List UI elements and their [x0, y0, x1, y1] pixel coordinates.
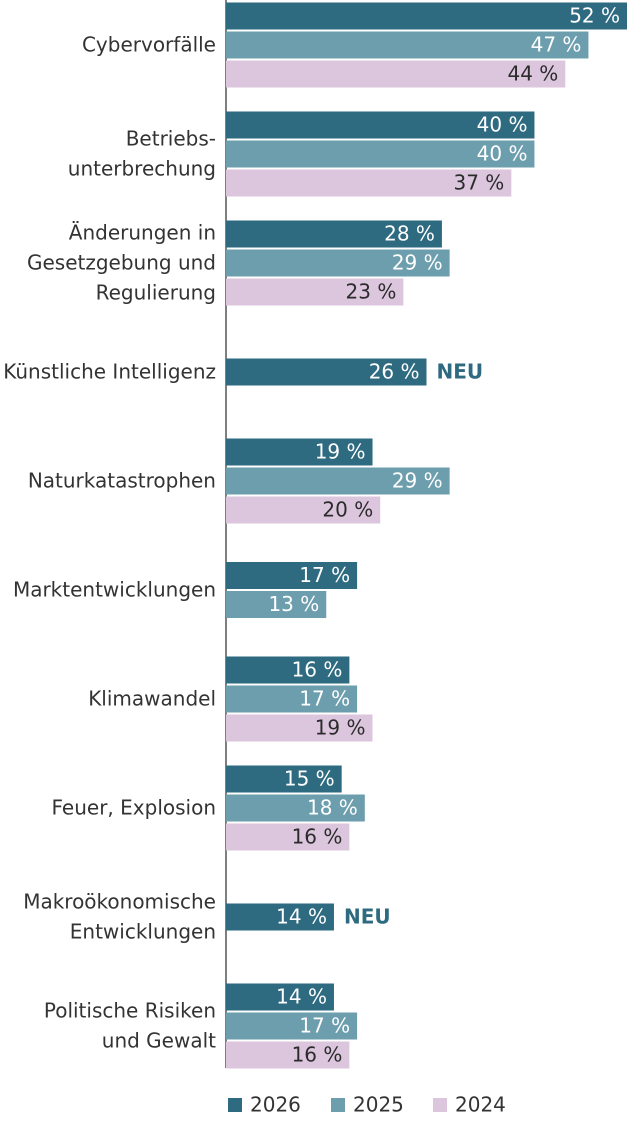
category-label: Betriebs- [126, 127, 216, 151]
legend-swatch [331, 1098, 345, 1112]
value-label: 29 % [392, 469, 443, 493]
value-label: 40 % [477, 113, 528, 137]
value-label: 17 % [299, 1014, 350, 1038]
value-label: 44 % [507, 62, 558, 86]
value-label: 37 % [454, 171, 505, 195]
value-label: 40 % [477, 142, 528, 166]
bar [226, 794, 365, 822]
bar [226, 656, 350, 684]
annotation: NEU [437, 360, 484, 384]
category-label: Marktentwicklungen [13, 578, 216, 602]
legend-label: 2026 [250, 1093, 301, 1117]
value-label: 19 % [315, 716, 366, 740]
legend-swatch [228, 1098, 242, 1112]
annotation: NEU [344, 905, 391, 929]
value-label: 16 % [292, 825, 343, 849]
bar [226, 823, 350, 851]
bar [226, 140, 535, 168]
bar [226, 169, 512, 197]
bar [226, 1012, 358, 1040]
value-label: 26 % [369, 360, 420, 384]
bar [226, 467, 450, 495]
legend-label: 2025 [353, 1093, 404, 1117]
value-label: 47 % [531, 33, 582, 57]
category-label: Politische Risiken [44, 999, 216, 1023]
legend-swatch [433, 1098, 447, 1112]
category-label: Änderungen in [69, 221, 216, 245]
bar [226, 111, 535, 139]
bar [226, 562, 358, 589]
bar [226, 685, 358, 713]
category-label: Cybervorfälle [82, 33, 216, 57]
value-label: 13 % [268, 592, 319, 616]
value-label: 18 % [307, 796, 358, 820]
category-label: Feuer, Explosion [52, 796, 216, 820]
bar [226, 496, 381, 524]
bar [226, 983, 334, 1011]
value-label: 28 % [384, 222, 435, 246]
bar [226, 714, 373, 742]
category-label: Makroökonomische [23, 890, 216, 914]
value-label: 14 % [276, 905, 327, 929]
category-label: und Gewalt [102, 1029, 216, 1053]
category-label: unterbrechung [68, 157, 216, 181]
bar [226, 903, 334, 931]
category-label: Gesetzgebung und [27, 251, 216, 275]
value-label: 17 % [299, 563, 350, 587]
bar [226, 2, 627, 30]
value-label: 19 % [315, 440, 366, 464]
legend-label: 2024 [455, 1093, 506, 1117]
value-label: 14 % [276, 985, 327, 1009]
value-label: 23 % [346, 280, 397, 304]
bar [226, 591, 327, 618]
bar [226, 438, 373, 466]
value-label: 16 % [292, 658, 343, 682]
value-label: 17 % [299, 687, 350, 711]
bar [226, 1041, 350, 1069]
value-label: 20 % [322, 498, 373, 522]
category-label: Künstliche Intelligenz [3, 360, 216, 384]
category-label: Regulierung [96, 281, 216, 305]
bar [226, 60, 566, 88]
value-label: 29 % [392, 251, 443, 275]
category-label: Klimawandel [88, 687, 216, 711]
category-label: Entwicklungen [70, 920, 216, 944]
value-label: 52 % [569, 4, 620, 28]
category-label: Naturkatastrophen [28, 469, 216, 493]
bar [226, 31, 589, 59]
bar [226, 765, 342, 793]
bar [226, 358, 427, 386]
bar [226, 278, 404, 306]
value-label: 15 % [284, 767, 335, 791]
value-label: 16 % [292, 1043, 343, 1067]
bar [226, 249, 450, 277]
bar [226, 220, 442, 248]
